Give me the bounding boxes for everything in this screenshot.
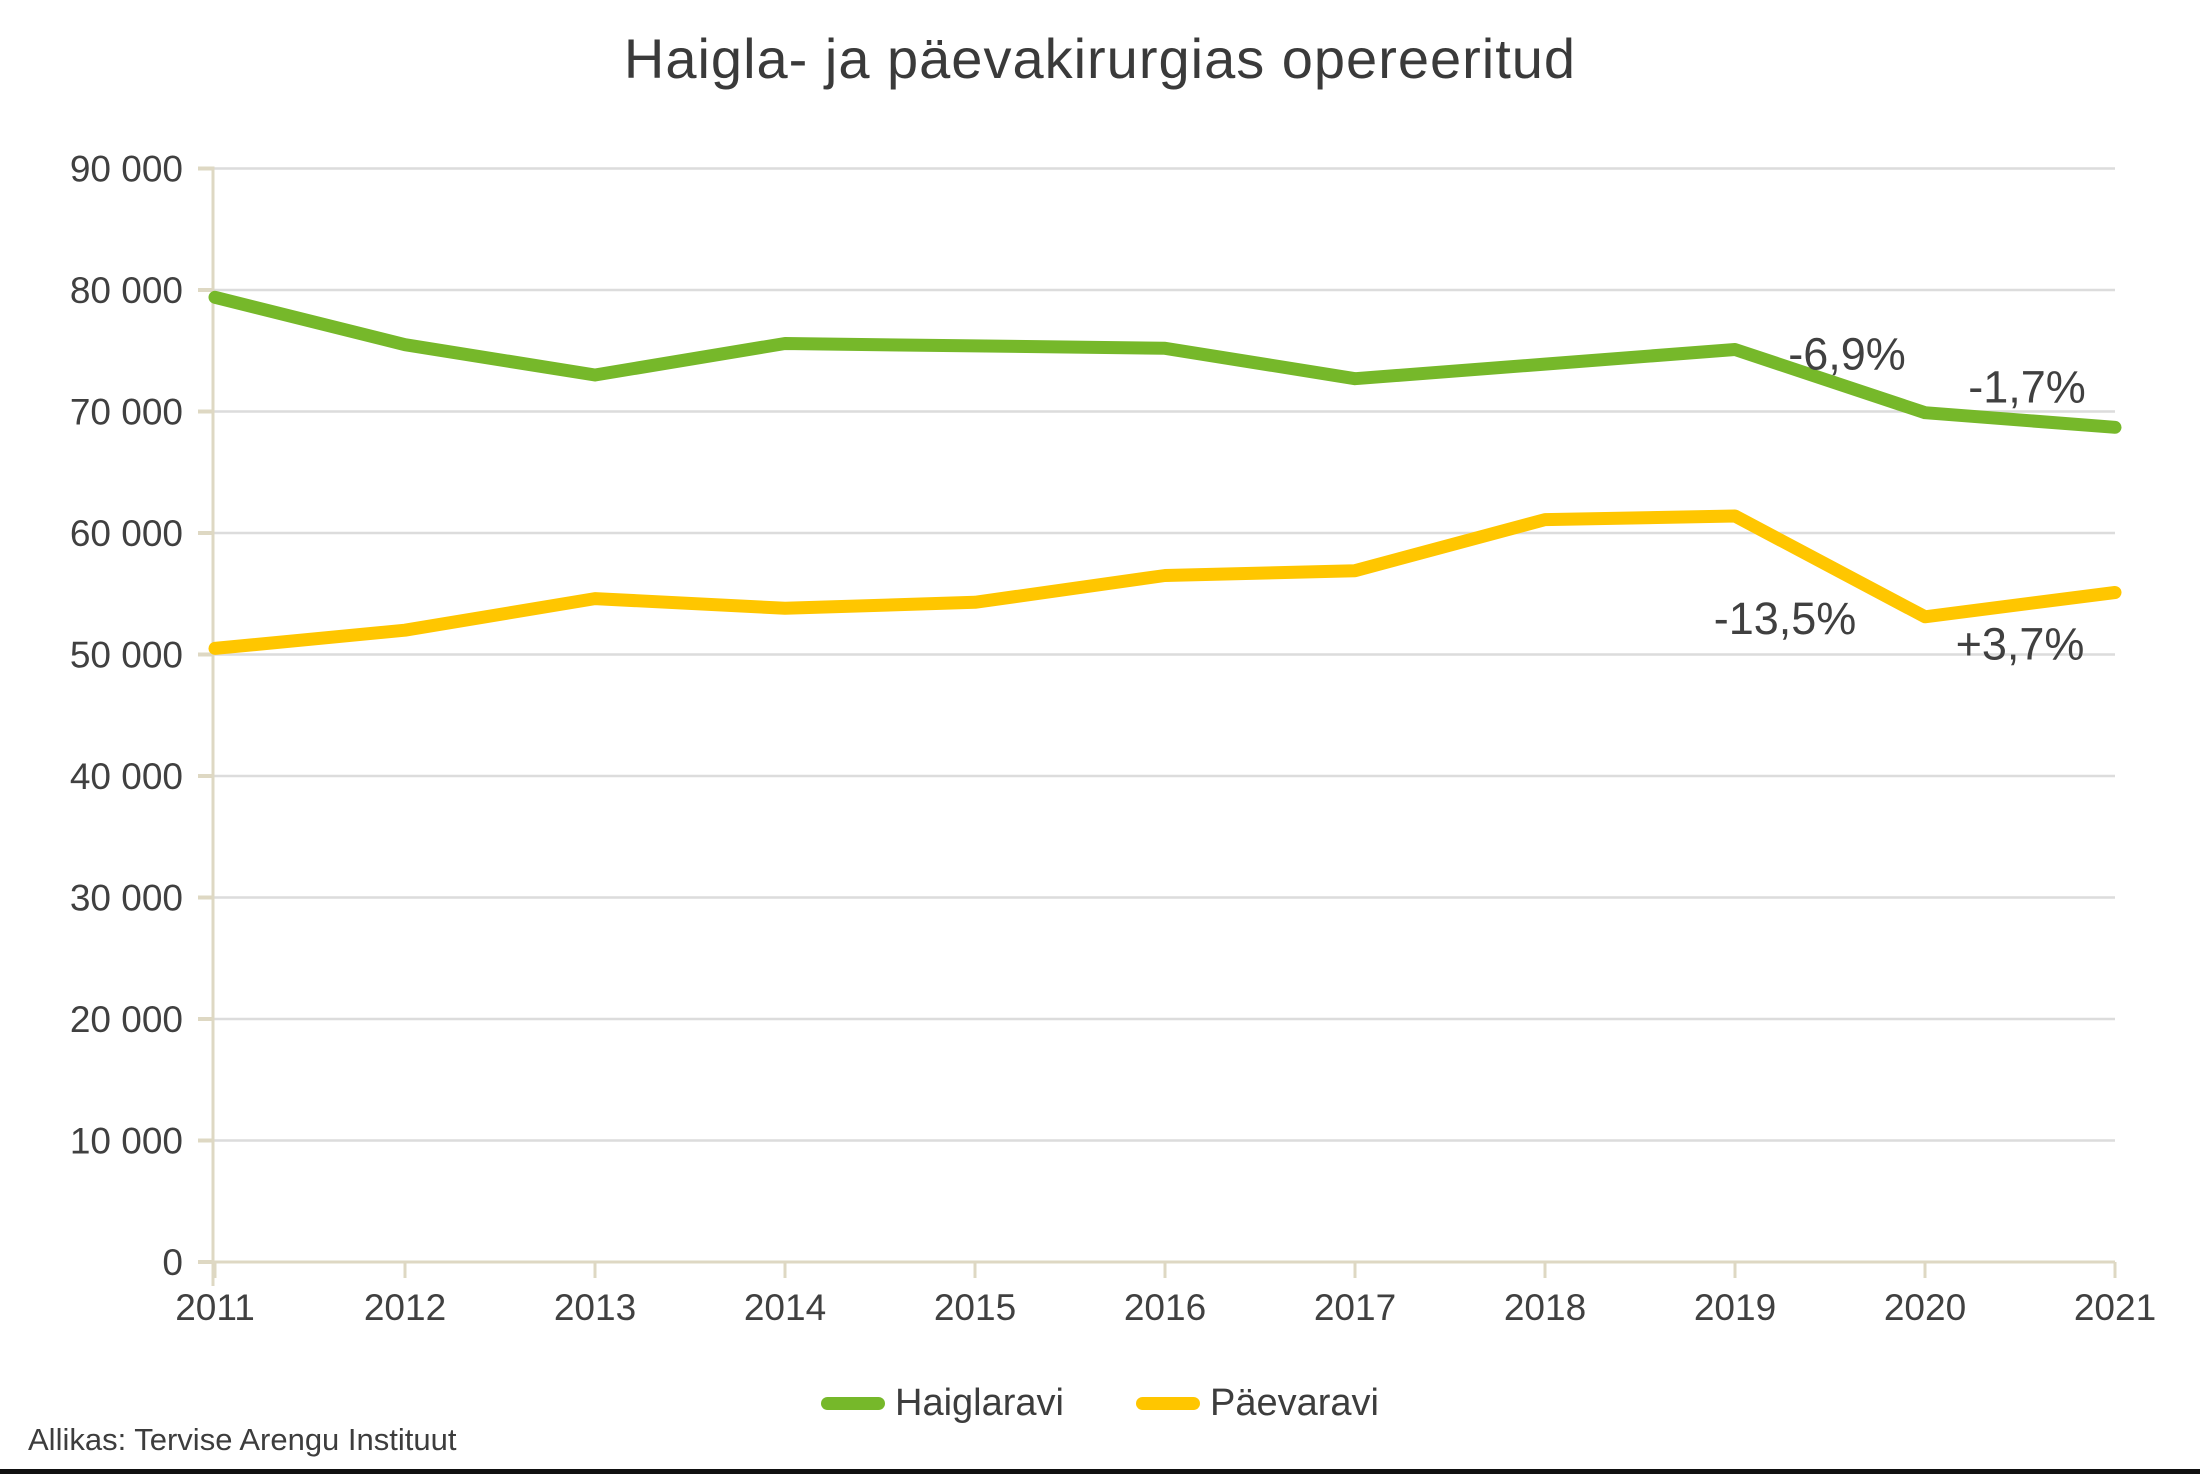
legend-item-paevaravi: Päevaravi: [1135, 1382, 1379, 1425]
y-tick-label: 30 000: [70, 878, 183, 919]
x-tick-label: 2019: [1694, 1287, 1776, 1328]
legend: Haiglaravi Päevaravi: [0, 1382, 2200, 1425]
x-tick-label: 2020: [1884, 1287, 1966, 1328]
y-tick-label: 20 000: [70, 999, 183, 1040]
chart-title: Haigla- ja päevakirurgias opereeritud: [623, 27, 1577, 90]
y-tick-label: 0: [162, 1242, 183, 1283]
source-note: Allikas: Tervise Arengu Instituut: [28, 1422, 457, 1457]
paevaravi-line: [208, 509, 2122, 655]
x-tick-label: 2015: [934, 1287, 1016, 1328]
bottom-bar: [0, 1469, 2200, 1474]
legend-item-label: Päevaravi: [1209, 1382, 1379, 1424]
x-tick-label: 2013: [554, 1287, 636, 1328]
y-tick-label: 80 000: [70, 270, 183, 311]
x-tick-label: 2012: [364, 1287, 446, 1328]
annotation-label: -1,7%: [1968, 361, 2086, 412]
x-tick-label: 2011: [175, 1287, 255, 1328]
haiglaravi-line-swatch-icon: [821, 1397, 886, 1410]
x-tick-label: 2021: [2074, 1287, 2156, 1328]
y-tick-label: 40 000: [70, 756, 183, 797]
paevaravi-line-swatch-icon: [1135, 1397, 1200, 1410]
annotation-label: -6,9%: [1788, 329, 1906, 380]
x-tick-label: 2016: [1124, 1287, 1206, 1328]
y-tick-label: 50 000: [70, 635, 183, 676]
haiglaravi-line: [208, 290, 2122, 434]
y-tick-label: 70 000: [70, 392, 183, 433]
annotation-label: +3,7%: [1956, 619, 2085, 670]
y-tick-label: 10 000: [70, 1121, 183, 1162]
annotation-label: -13,5%: [1714, 593, 1857, 644]
y-tick-label: 90 000: [70, 149, 183, 190]
legend-item-label: Haiglaravi: [895, 1382, 1064, 1424]
x-tick-label: 2014: [744, 1287, 826, 1328]
x-tick-label: 2018: [1504, 1287, 1586, 1328]
x-tick-label: 2017: [1314, 1287, 1396, 1328]
legend-item-haiglaravi: Haiglaravi: [821, 1382, 1064, 1425]
y-tick-label: 60 000: [70, 513, 183, 554]
